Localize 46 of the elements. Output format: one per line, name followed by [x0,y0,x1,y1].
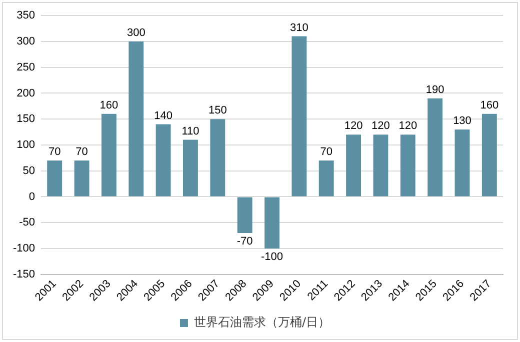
data-label: 120 [372,120,390,132]
bar [74,160,90,196]
y-tick-label: -100 [12,242,36,255]
y-tick-label: 50 [22,164,36,177]
data-label: -70 [236,235,253,248]
bar [400,134,416,196]
y-tick-label: 200 [16,87,36,100]
bar [237,197,252,233]
data-label: 110 [182,125,200,138]
y-tick-label: 350 [16,10,36,22]
data-label: 160 [480,99,499,112]
legend-label: 世界石油需求（万桶/日） [194,315,330,330]
bar [128,41,144,196]
data-label: 70 [320,146,332,158]
data-label: 190 [426,84,444,96]
y-tick-label: 100 [16,139,36,152]
y-tick-label: 300 [16,36,36,48]
data-label: 160 [100,99,118,112]
bar [183,140,198,196]
bar [318,160,334,196]
bar [346,134,362,196]
bar [482,114,497,196]
bar [373,134,388,196]
bar [292,36,307,196]
y-tick-label: -50 [19,216,36,229]
y-tick-label: 250 [16,61,36,74]
y-tick-label: -150 [12,268,36,280]
bar [210,119,226,196]
bar [47,160,62,196]
data-label: 140 [154,110,172,122]
y-tick-label: 0 [28,190,36,203]
data-label: 70 [48,146,61,158]
data-label: 150 [208,104,227,117]
data-label: 70 [76,146,88,158]
bar [264,197,280,248]
data-label: -100 [260,251,284,264]
bar [428,98,443,196]
y-tick-label: 150 [16,113,36,126]
data-label: 310 [290,22,308,34]
data-label: 120 [398,120,418,132]
data-label: 130 [453,114,472,127]
bar [454,129,470,196]
bar [101,114,116,196]
data-label: 120 [344,120,363,132]
bar [156,124,171,196]
data-label: 300 [126,27,146,40]
